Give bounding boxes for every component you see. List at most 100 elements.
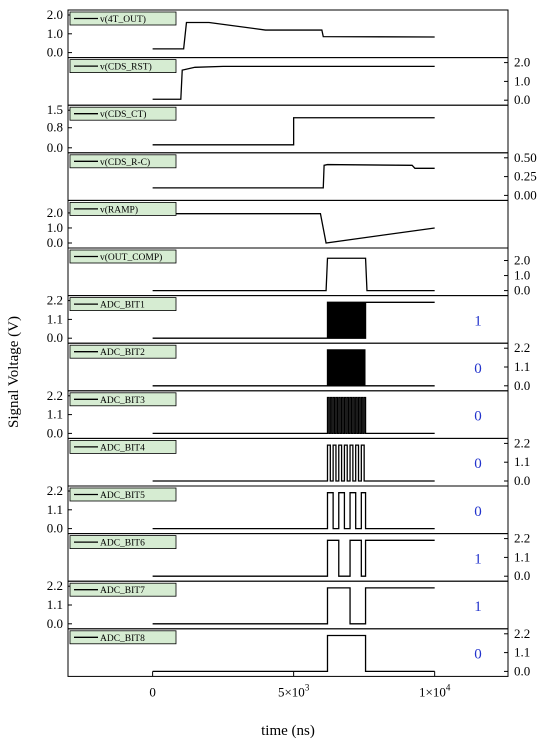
y-tick-label: 1.1 — [514, 359, 530, 374]
panel: 0.00 0.25 0.50 v(CDS_R-C) — [67, 150, 537, 202]
legend-box — [69, 11, 177, 26]
series-line — [152, 257, 435, 292]
legend-box — [69, 439, 177, 454]
bit-value-label: 0 — [474, 361, 482, 377]
bit-value-label: 1 — [474, 313, 482, 329]
legend-entry: ADC_BIT6 — [69, 535, 177, 549]
series-line — [152, 634, 435, 673]
panel: 0.0 1.1 2.2 ADC_BIT3 0 — [47, 388, 509, 440]
series-line — [152, 163, 435, 189]
legend-box — [69, 106, 177, 121]
panel: 0.01.02.0 v(OUT_COMP) — [67, 247, 530, 298]
legend-entry: v(CDS_R-C) — [69, 154, 177, 169]
legend-entry: ADC_BIT8 — [69, 630, 177, 645]
legend-entry: v(OUT_COMP) — [69, 249, 177, 264]
panel: 0.0 1.1 2.2 ADC_BIT2 0 — [67, 340, 530, 393]
x-axis: 0 5×103 1×104 — [149, 671, 451, 699]
panel: 0.0 1.1 2.2 ADC_BIT4 0 — [67, 435, 530, 488]
y-tick-label: 2.2 — [514, 626, 530, 641]
legend-entry: v(4T_OUT) — [69, 11, 177, 26]
legend-box — [69, 630, 177, 645]
series-line — [152, 444, 435, 482]
panel: 0.0 0.8 1.5 v(CDS_CT) — [47, 102, 509, 155]
waveform-panels: 0.01.02.0 v(4T_OUT)0.01.02.0v(CDS_RST)0.0… — [47, 7, 537, 678]
y-tick-label: 0.0 — [47, 235, 63, 250]
legend-entry: ADC_BIT7 — [69, 582, 177, 597]
y-tick-label: 0.0 — [514, 92, 530, 107]
legend-label: ADC_BIT6 — [100, 539, 145, 549]
y-tick-label: 1.0 — [514, 73, 530, 88]
y-tick-label: 1.1 — [47, 502, 63, 517]
y-tick-label: 2.0 — [47, 205, 63, 220]
series-line — [152, 587, 435, 625]
series-line — [152, 396, 435, 435]
legend-entry: v(CDS_CT) — [69, 106, 177, 121]
y-tick-label: 1.5 — [47, 102, 63, 117]
legend-box — [69, 535, 177, 549]
legend-label: ADC_BIT8 — [100, 634, 145, 644]
series-line — [152, 21, 435, 50]
y-tick-label: 1.1 — [47, 311, 63, 326]
legend-box — [69, 201, 177, 216]
legend-box — [69, 154, 177, 169]
y-tick-label: 2.2 — [514, 435, 530, 450]
y-tick-label: 2.0 — [514, 253, 530, 268]
legend-label: ADC_BIT5 — [100, 491, 145, 501]
legend-entry: ADC_BIT3 — [69, 392, 177, 407]
legend-entry: ADC_BIT1 — [69, 297, 177, 312]
y-tick-label: 0.0 — [514, 378, 530, 393]
legend-label: ADC_BIT3 — [100, 396, 145, 406]
y-tick-label: 1.0 — [47, 26, 63, 41]
y-tick-label: 0.0 — [514, 473, 530, 488]
legend-label: ADC_BIT4 — [100, 443, 145, 453]
x-tick-label-exponent: 3 — [305, 682, 310, 692]
y-tick-label: 1.1 — [514, 454, 530, 469]
y-tick-label: 0.0 — [514, 663, 530, 678]
bit-value-label: 1 — [474, 599, 482, 615]
x-tick-label: 0 — [149, 684, 156, 699]
y-tick-label: 0.0 — [514, 283, 530, 298]
legend-label: ADC_BIT2 — [100, 348, 145, 358]
y-tick-label: 2.0 — [514, 55, 530, 70]
x-tick-label-base: 5×10 — [278, 684, 305, 699]
legend-box — [69, 392, 177, 407]
panel: 0.0 1.1 2.2 ADC_BIT8 0 — [67, 626, 530, 678]
panel: 0.0 1.1 2.2 ADC_BIT6 1 — [67, 531, 530, 583]
legend-label: v(CDS_RST) — [100, 62, 152, 73]
bit-value-label: 0 — [474, 504, 482, 520]
x-axis-title: time (ns) — [261, 723, 315, 739]
y-tick-label: 0.0 — [47, 45, 63, 60]
legend-label: v(CDS_R-C) — [100, 157, 150, 168]
bit-value-label: 0 — [474, 409, 482, 425]
y-tick-label: 2.2 — [47, 293, 63, 308]
y-tick-label: 0.8 — [47, 120, 63, 135]
bit-value-label: 0 — [474, 647, 482, 663]
legend-box — [69, 582, 177, 597]
panel: 0.0 1.0 2.0 v(4T_OUT) — [47, 7, 509, 60]
legend-entry: v(CDS_RST) — [69, 59, 177, 73]
y-tick-label: 0.0 — [47, 521, 63, 536]
y-tick-label: 1.0 — [514, 268, 530, 283]
bit-value-label: 0 — [474, 456, 482, 472]
legend-label: ADC_BIT7 — [100, 586, 145, 596]
panel: 0.0 1.0 2.0 v(CDS_RST) — [67, 55, 530, 107]
series-line — [152, 65, 435, 100]
y-tick-label: 1.1 — [47, 597, 63, 612]
panel: 0.0 1.1 2.2 ADC_BIT1 1 — [47, 293, 509, 345]
y-tick-label: 0.00 — [514, 187, 537, 202]
y-tick-label: 2.2 — [47, 578, 63, 593]
y-tick-label: 0.0 — [47, 330, 63, 345]
y-tick-label: 0.0 — [47, 425, 63, 440]
legend-label: v(4T_OUT) — [100, 14, 146, 25]
legend-label: v(OUT_COMP) — [100, 252, 162, 263]
series-line — [152, 117, 435, 146]
x-tick-label-exponent: 4 — [446, 682, 451, 692]
y-tick-label: 1.0 — [47, 220, 63, 235]
legend-entry: ADC_BIT2 — [69, 344, 177, 359]
y-axis-title: Signal Voltage (V) — [6, 316, 22, 428]
y-tick-label: 0.25 — [514, 169, 537, 184]
legend-entry: v(RAMP) — [69, 201, 177, 216]
y-tick-label: 0.0 — [514, 568, 530, 583]
y-tick-label: 2.2 — [47, 388, 63, 403]
